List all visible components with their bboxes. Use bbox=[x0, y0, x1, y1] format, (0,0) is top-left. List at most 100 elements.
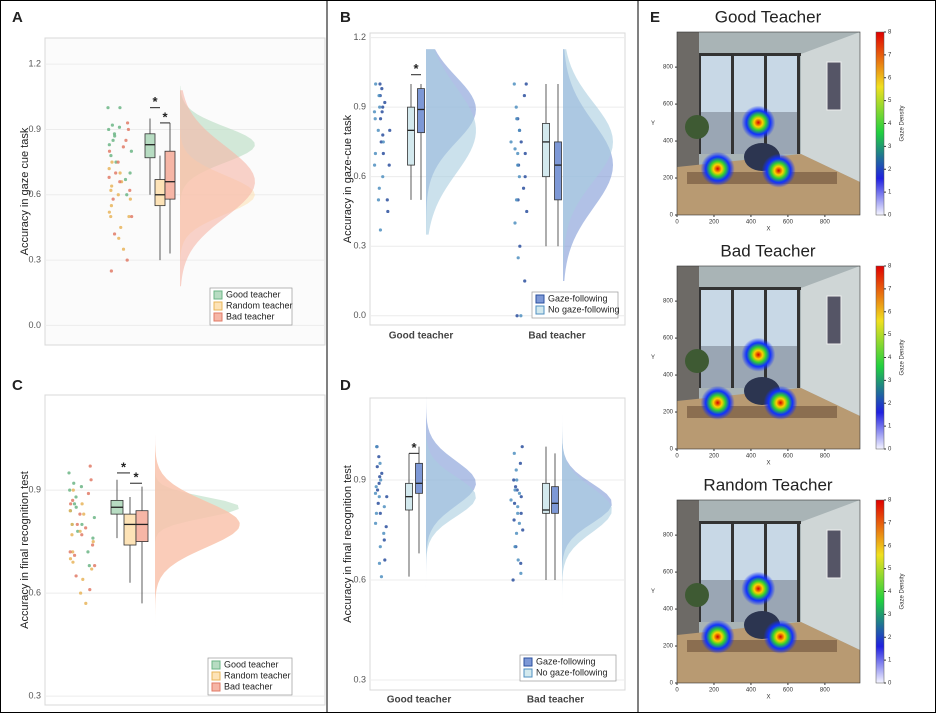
data-point bbox=[74, 505, 78, 509]
data-point bbox=[109, 153, 113, 158]
data-point bbox=[125, 121, 130, 125]
data-point bbox=[521, 528, 525, 532]
data-point bbox=[378, 475, 382, 479]
significance-star: * bbox=[411, 440, 417, 455]
data-point bbox=[377, 186, 381, 190]
window-frame bbox=[731, 54, 734, 154]
picture bbox=[826, 295, 842, 345]
plot-border bbox=[676, 265, 861, 450]
density bbox=[426, 49, 476, 235]
data-point bbox=[514, 198, 519, 202]
data-point bbox=[517, 521, 521, 525]
x-tick-label: 0 bbox=[675, 220, 679, 226]
y-axis-label: Accuracy in gaze cue task bbox=[19, 127, 31, 255]
data-point bbox=[382, 531, 386, 535]
y-axis-label: Accuracy in final recognition test bbox=[342, 465, 354, 623]
data-point bbox=[509, 498, 513, 502]
data-point bbox=[72, 481, 76, 485]
data-point bbox=[125, 258, 129, 262]
data-point bbox=[517, 128, 522, 132]
data-point bbox=[380, 471, 384, 475]
y-tick-label: 0.6 bbox=[28, 189, 41, 199]
data-point bbox=[71, 488, 75, 492]
colorbar-tick-label: 8 bbox=[888, 498, 892, 504]
y-tick-label: 600 bbox=[663, 102, 674, 108]
legend-label: Gaze-following bbox=[548, 293, 608, 303]
colorbar-tick-label: 1 bbox=[888, 190, 892, 196]
legend-box bbox=[531, 291, 619, 319]
colorbar-label: Gaze Density bbox=[900, 105, 906, 141]
colorbar bbox=[875, 499, 885, 684]
legend-swatch bbox=[211, 682, 221, 692]
colorbar-label: Gaze Density bbox=[900, 339, 906, 375]
data-point bbox=[514, 531, 519, 535]
gaze-hotspot bbox=[763, 385, 798, 420]
legend-swatch bbox=[535, 305, 545, 315]
data-point bbox=[112, 232, 117, 236]
data-point bbox=[109, 269, 113, 273]
data-point bbox=[382, 505, 386, 509]
legend-swatch bbox=[211, 660, 221, 670]
gaze-hotspot bbox=[741, 337, 776, 372]
data-point bbox=[76, 529, 80, 533]
y-tick-label: 400 bbox=[663, 607, 674, 613]
data-point bbox=[70, 522, 74, 527]
panel-label: B bbox=[340, 9, 351, 26]
picture bbox=[826, 61, 842, 111]
x-tick-label: 400 bbox=[746, 688, 757, 694]
colorbar-tick-label: 8 bbox=[888, 264, 892, 270]
data-point bbox=[67, 471, 71, 475]
data-point bbox=[78, 529, 82, 533]
heatmap-title: Bad Teacher bbox=[720, 241, 815, 260]
legend-box bbox=[519, 654, 617, 682]
y-tick-label: 800 bbox=[663, 65, 674, 71]
data-point bbox=[68, 557, 73, 561]
x-tick-label: Good teacher bbox=[389, 331, 454, 342]
data-point bbox=[80, 502, 84, 506]
window-frame bbox=[698, 521, 801, 524]
data-point bbox=[125, 193, 129, 197]
data-point bbox=[90, 567, 94, 571]
y-tick-label: 800 bbox=[663, 533, 674, 539]
y-axis-label: Y bbox=[651, 589, 655, 595]
data-point bbox=[512, 478, 516, 482]
colorbar-tick-label: 0 bbox=[888, 447, 892, 453]
data-point bbox=[107, 175, 111, 179]
box bbox=[542, 482, 550, 514]
gaze-hotspot bbox=[700, 385, 735, 420]
legend-label: Random teacher bbox=[224, 670, 291, 680]
colorbar-tick-label: 1 bbox=[888, 658, 892, 664]
data-point bbox=[86, 491, 91, 496]
data-point bbox=[74, 495, 78, 499]
data-point bbox=[515, 117, 519, 121]
colorbar-tick-label: 7 bbox=[888, 52, 892, 58]
data-point bbox=[91, 536, 95, 540]
panel-label: A bbox=[12, 9, 23, 26]
gaze-hotspot bbox=[700, 151, 735, 186]
data-point bbox=[130, 214, 134, 219]
colorbar-tick-label: 4 bbox=[888, 355, 892, 361]
data-point bbox=[380, 87, 384, 91]
legend-label: Good teacher bbox=[226, 289, 281, 299]
density bbox=[562, 396, 612, 630]
data-point bbox=[372, 163, 377, 167]
data-point bbox=[519, 140, 523, 144]
panel-label: C bbox=[12, 377, 23, 394]
panel-label: D bbox=[340, 377, 351, 394]
heatmap-title: Good Teacher bbox=[715, 7, 822, 26]
y-tick-label: 0.3 bbox=[353, 241, 366, 251]
data-point bbox=[68, 488, 72, 492]
data-point bbox=[518, 244, 522, 248]
data-point bbox=[88, 464, 92, 468]
data-point bbox=[515, 314, 519, 318]
data-point bbox=[381, 105, 385, 109]
data-point bbox=[378, 105, 382, 109]
y-axis-label: Accuracy in gaze-cue task bbox=[342, 114, 354, 243]
data-point bbox=[68, 550, 72, 554]
box bbox=[154, 179, 166, 207]
data-point bbox=[377, 495, 381, 499]
significance-star: * bbox=[133, 470, 139, 485]
data-point bbox=[75, 522, 79, 527]
data-point bbox=[91, 539, 95, 544]
data-point bbox=[377, 481, 381, 485]
